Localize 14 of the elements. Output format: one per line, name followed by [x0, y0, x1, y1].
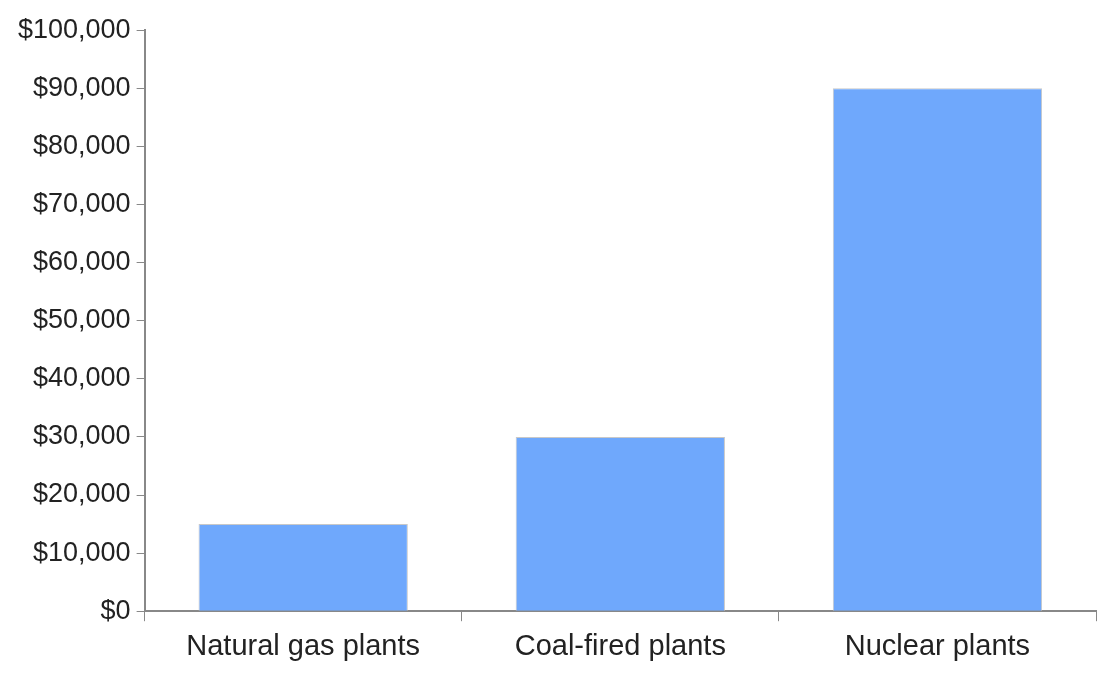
x-tick-label: Natural gas plants: [186, 628, 421, 661]
y-tick-label: $10,000: [33, 536, 131, 567]
y-tick-label: $20,000: [33, 478, 131, 509]
y-tick-label: $30,000: [33, 420, 131, 451]
y-tick-label: $80,000: [33, 129, 131, 160]
x-tick-label: Nuclear plants: [844, 628, 1031, 661]
y-tick-label: $70,000: [33, 187, 131, 218]
y-tick-label: $0: [100, 594, 131, 625]
y-tick-label: $100,000: [17, 13, 131, 44]
x-tick-label: Coal-fired plants: [514, 628, 726, 661]
y-tick-label: $60,000: [33, 246, 131, 277]
y-tick-label: $50,000: [33, 304, 131, 335]
y-tick-label: $90,000: [33, 71, 131, 102]
y-tick-label: $40,000: [33, 362, 131, 393]
